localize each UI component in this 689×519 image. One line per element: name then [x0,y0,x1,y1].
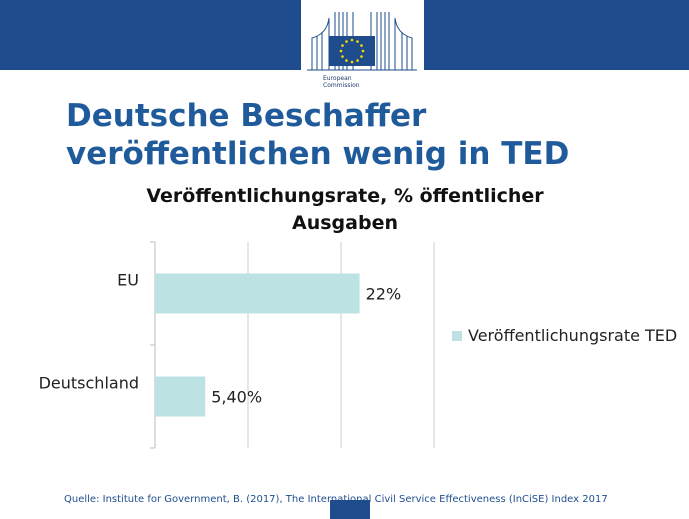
logo-line-2: Commission [323,82,360,89]
slide-title: Deutsche Beschaffer veröffentlichen weni… [66,97,666,173]
category-label: Deutschland [39,374,139,393]
footer-tab [330,500,370,519]
slide-title-line-1: Deutsche Beschaffer [66,98,427,134]
data-label: 22% [366,285,402,304]
data-label: 5,40% [211,388,262,407]
bar-deutschland [155,376,206,417]
slide-title-line-2: veröffentlichen wenig in TED [66,136,570,172]
chart-legend: Veröffentlichungsrate TED [452,325,682,346]
berlaymont-building-icon [307,12,417,71]
bar-eu [155,273,360,314]
european-commission-logo: European Commission [301,0,424,93]
bar-chart: EU 22% Deutschland 5,40% [39,241,435,449]
logo-line-1: European [323,75,352,82]
legend-swatch [452,331,462,341]
legend-label: Veröffentlichungsrate TED [468,326,678,345]
logo-text: European Commission [323,75,403,89]
chart-title: Veröffentlichungsrate, % öffentlicher Au… [146,185,544,234]
source-citation: Quelle: Institute for Government, B. (20… [64,494,608,505]
category-label: EU [117,271,139,290]
